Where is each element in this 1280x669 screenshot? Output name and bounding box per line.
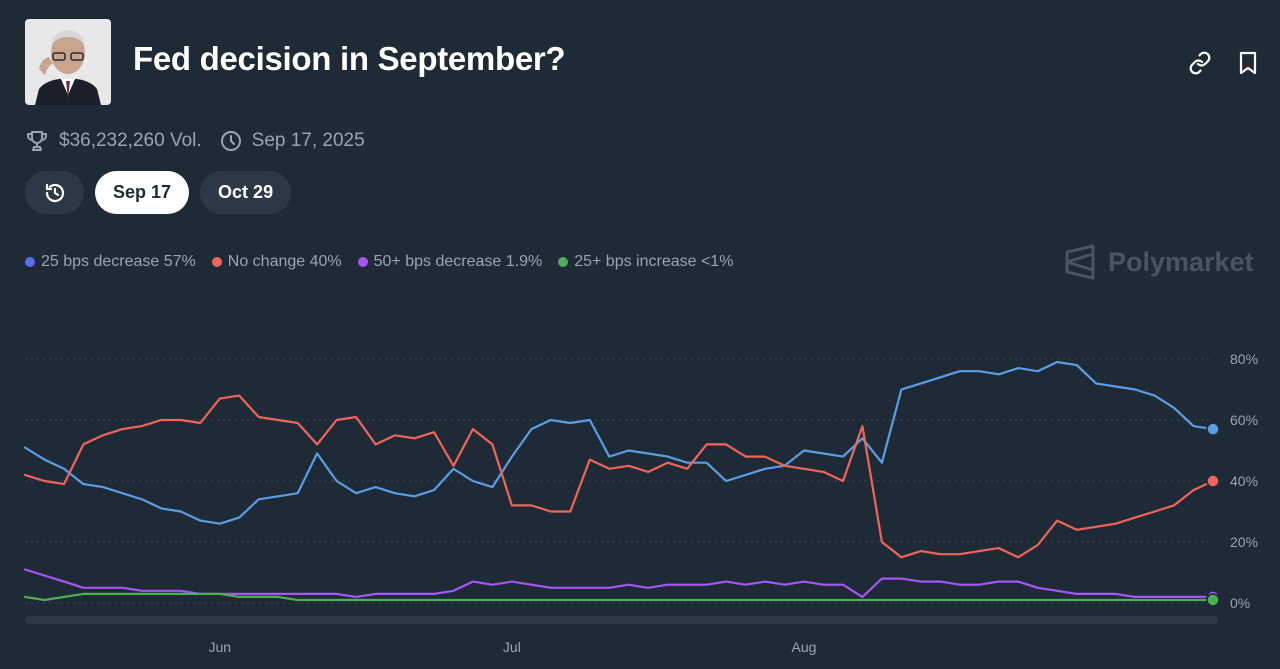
legend-item: No change 40%: [211, 253, 342, 271]
legend-label: 25+ bps increase <1%: [574, 253, 734, 270]
legend-item: 25+ bps increase <1%: [558, 253, 733, 271]
volume-text: $36,232,260 Vol.: [59, 130, 202, 151]
timeline-scrubber: [25, 616, 1218, 624]
legend-item: 50+ bps decrease 1.9%: [357, 253, 543, 271]
series-line: [23, 592, 1215, 602]
bookmark-icon: [1239, 51, 1257, 75]
bookmark-button[interactable]: [1233, 48, 1263, 78]
series-end-marker: [1206, 474, 1220, 488]
legend-dot: [211, 257, 222, 267]
market-title: Fed decision in September?: [133, 40, 566, 77]
market-meta: $36,232,260 Vol. Sep 17, 2025: [25, 128, 365, 154]
tab-sep-17[interactable]: Sep 17: [95, 171, 190, 214]
y-tick-label: 20%: [1230, 534, 1258, 550]
end-date-text: Sep 17, 2025: [251, 130, 365, 151]
brand-name: Polymarket: [1108, 246, 1254, 277]
x-tick-label: Aug: [792, 639, 817, 655]
legend-item: 25 bps decrease 57%: [25, 253, 196, 271]
market-avatar: [25, 19, 111, 105]
x-tick-label: Jul: [503, 639, 521, 655]
trophy-icon: [25, 129, 49, 153]
polymarket-logo: [1065, 244, 1095, 280]
series-end-marker: [1206, 593, 1220, 607]
history-button[interactable]: [25, 171, 84, 214]
x-tick-label: Jun: [208, 639, 231, 655]
history-icon: [45, 183, 64, 202]
date-tabs: Sep 17 Oct 29: [25, 171, 292, 214]
y-tick-label: 60%: [1230, 412, 1258, 428]
series-end-marker: [1206, 422, 1220, 436]
chart-legend: 25 bps decrease 57% No change 40% 50+ bp…: [25, 253, 749, 271]
legend-dot: [357, 257, 368, 267]
y-tick-label: 0%: [1230, 595, 1250, 611]
clock-icon: [220, 130, 242, 152]
series-line: [23, 568, 1215, 599]
link-icon: [1189, 51, 1211, 75]
legend-label: 25 bps decrease 57%: [41, 253, 196, 270]
legend-dot: [558, 257, 569, 267]
copy-link-button[interactable]: [1185, 48, 1215, 78]
series-line: [23, 360, 1215, 525]
polymarket-watermark: Polymarket: [1064, 244, 1254, 280]
series-line: [23, 394, 1215, 559]
y-tick-label: 80%: [1230, 351, 1258, 367]
tab-oct-29[interactable]: Oct 29: [200, 171, 292, 214]
legend-label: No change 40%: [227, 253, 342, 270]
legend-dot: [25, 257, 35, 267]
legend-label: 50+ bps decrease 1.9%: [373, 253, 543, 270]
y-tick-label: 40%: [1230, 473, 1258, 489]
